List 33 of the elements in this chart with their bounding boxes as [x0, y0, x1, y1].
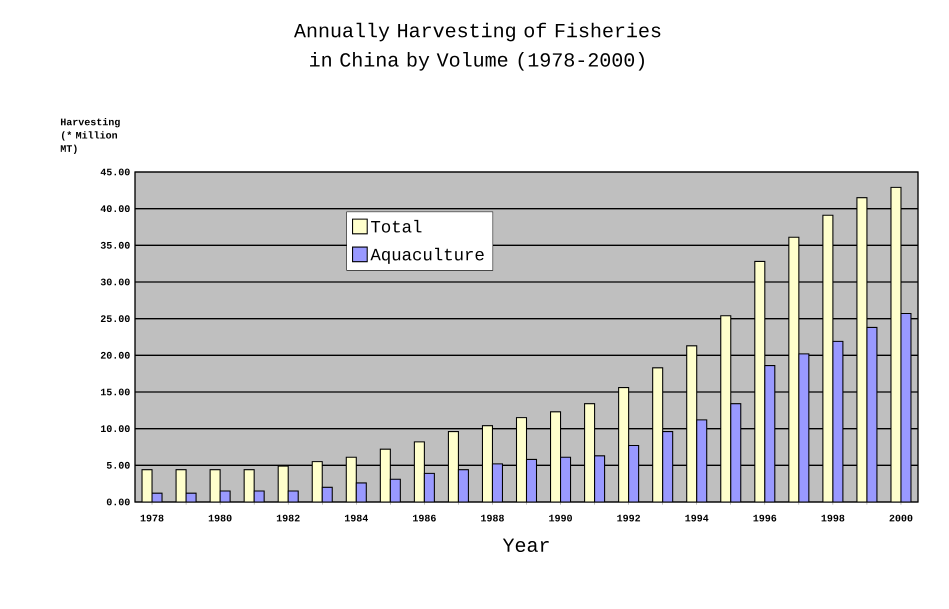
bar: [900, 312, 912, 502]
x-tick-label: 2000: [890, 514, 912, 522]
x-tick-label: 1988: [481, 514, 504, 522]
y-tick-label: 5.00: [106, 462, 130, 469]
bar: [856, 197, 868, 502]
x-tick-label: 1978: [140, 514, 164, 522]
chart-title: Annually Harvesting of Fisheries in China by Volume (1978-2000): [294, 22, 660, 71]
x-tick-label: 1986: [413, 514, 436, 522]
x-tick-label: 1982: [276, 514, 300, 522]
y-tick-label: 35.00: [100, 242, 130, 249]
y-tick-label: 0.00: [106, 498, 130, 506]
y-tick-label: 25.00: [100, 315, 130, 322]
y-tick-label: 45.00: [100, 168, 130, 176]
y-tick-label: 30.00: [100, 278, 130, 286]
x-tick-label: 1992: [617, 514, 640, 522]
bar: [754, 260, 766, 502]
y-tick-label: 40.00: [100, 205, 130, 212]
bar: [890, 186, 902, 502]
bar: [822, 214, 834, 502]
legend-label: Aquaculture: [370, 248, 484, 264]
x-tick-label: 1994: [685, 514, 708, 522]
y-tick-label: 20.00: [100, 352, 130, 359]
y-tick-label: 10.00: [100, 425, 130, 432]
x-axis-title: Year: [502, 538, 549, 552]
legend-label: Total: [371, 220, 422, 233]
y-axis-title: Harvesting (* Million MT): [60, 118, 120, 154]
bar: [788, 236, 800, 502]
x-tick-label: 1996: [753, 514, 776, 522]
x-tick-label: 1990: [549, 514, 572, 522]
x-tick-label: 1980: [208, 514, 232, 522]
x-tick-label: 1984: [344, 514, 368, 522]
y-tick-label: 15.00: [100, 388, 130, 396]
x-tick-label: 1998: [822, 514, 844, 522]
